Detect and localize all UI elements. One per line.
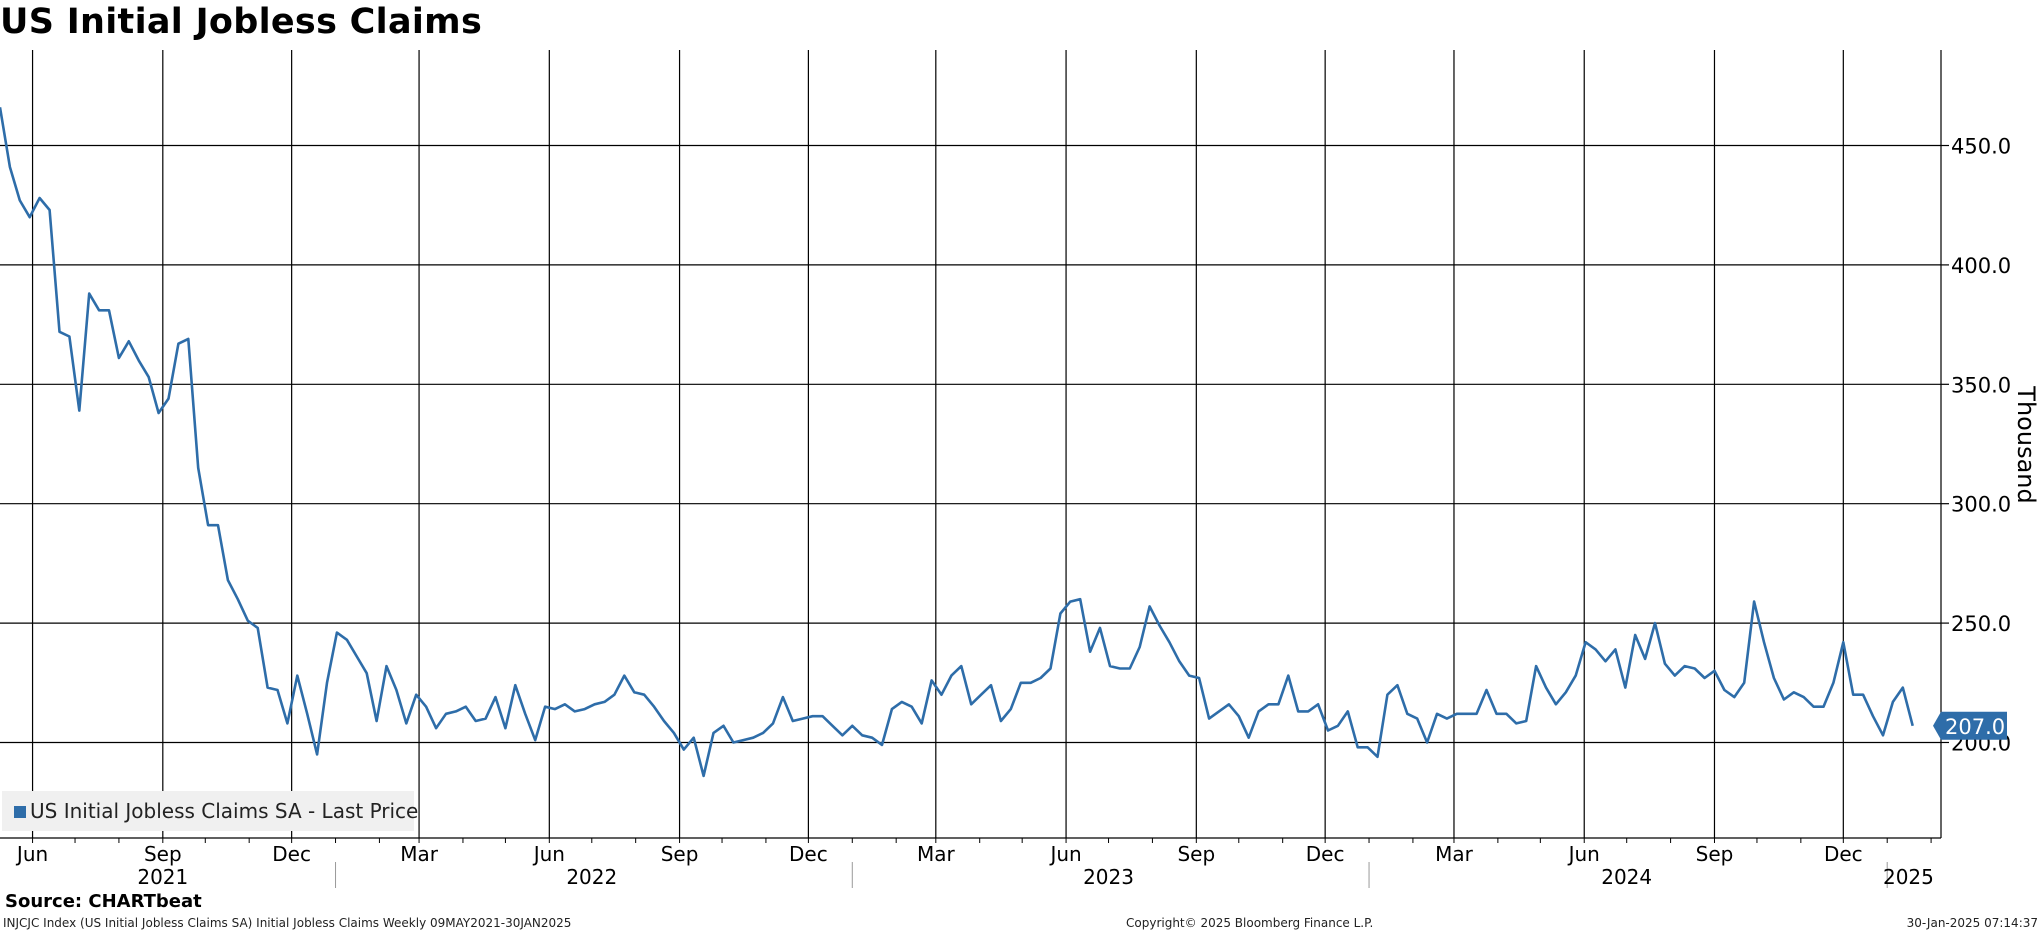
chart-title: US Initial Jobless Claims (0, 2, 483, 42)
footer-copyright: Copyright© 2025 Bloomberg Finance L.P. (1126, 916, 1374, 930)
x-tick-label: Jun (532, 842, 565, 866)
series-line (0, 107, 1914, 778)
x-tick-label: Dec (1306, 842, 1345, 866)
y-tick-label: 350.0 (1951, 373, 2011, 397)
x-tick-label: Jun (1567, 842, 1600, 866)
x-axis-ticks: Jun Sep Dec Mar Jun Sep Dec Mar Jun Sep Dec Mar Jun S… (15, 842, 1934, 889)
axis-lines (0, 50, 1942, 888)
source-label: Source: CHARTbeat (5, 891, 202, 912)
last-value-badge (1933, 711, 2007, 740)
last-value-marker: 207.0 (1933, 711, 2007, 740)
y-tick-label: 450.0 (1951, 135, 2011, 159)
x-tick-label: Mar (1435, 842, 1474, 866)
footer-index-description: INJCJC Index (US Initial Jobless Claims … (3, 916, 572, 930)
y-axis-unit-label: Thousand (2012, 385, 2040, 503)
x-tick-label: Sep (661, 842, 699, 866)
x-tick-label: Dec (789, 842, 828, 866)
x-tick-label: Jun (1048, 842, 1081, 866)
year-label: 2021 (137, 865, 188, 889)
vertical-gridlines (31, 50, 1844, 838)
series-layer (0, 107, 1914, 778)
legend-entry-label: US Initial Jobless Claims SA - Last Pric… (30, 799, 419, 823)
legend-swatch (14, 806, 26, 818)
year-label: 2023 (1083, 865, 1134, 889)
last-value-label: 207.0 (1945, 715, 2005, 739)
x-tick-label: Mar (400, 842, 439, 866)
y-tick-label: 300.0 (1951, 493, 2011, 517)
year-label: 2025 (1883, 865, 1934, 889)
x-tick-label: Jun (15, 842, 48, 866)
y-tick-label: 250.0 (1951, 612, 2011, 636)
x-tick-label: Dec (1824, 842, 1863, 866)
x-tick-label: Sep (144, 842, 182, 866)
horizontal-gridlines (0, 144, 1949, 744)
y-tick-label: 400.0 (1951, 254, 2011, 278)
year-label: 2022 (566, 865, 617, 889)
x-tick-label: Mar (917, 842, 956, 866)
x-tick-label: Dec (272, 842, 311, 866)
x-tick-label: Sep (1177, 842, 1215, 866)
year-label: 2024 (1601, 865, 1652, 889)
legend: US Initial Jobless Claims SA - Last Pric… (2, 791, 418, 831)
footer-timestamp: 30-Jan-2025 07:14:37 (1906, 916, 2038, 930)
x-tick-label: Sep (1696, 842, 1734, 866)
